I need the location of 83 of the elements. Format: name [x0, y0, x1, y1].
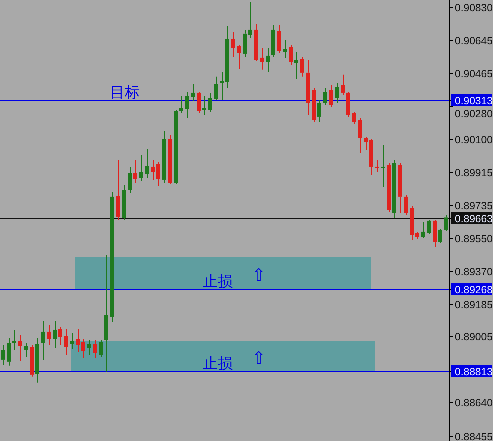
- ref-line-label: 目标: [110, 84, 140, 102]
- candlestick: [294, 51, 298, 80]
- candlestick: [24, 342, 28, 358]
- candlestick: [202, 96, 206, 116]
- candlestick: [232, 31, 236, 58]
- candlestick: [330, 84, 334, 108]
- y-tick-label: 0.88455: [455, 432, 493, 441]
- candlestick: [116, 160, 120, 221]
- candlestick: [312, 88, 316, 123]
- candlestick: [36, 338, 40, 384]
- candlestick: [48, 324, 52, 346]
- candlestick: [198, 92, 202, 114]
- candlestick: [2, 344, 6, 366]
- candlestick: [404, 194, 408, 216]
- candlestick: [54, 320, 58, 349]
- candlestick: [260, 48, 264, 70]
- candlestick: [208, 92, 212, 113]
- candlestick: [392, 160, 396, 219]
- candlestick: [8, 338, 12, 366]
- y-tick-label: 0.89915: [455, 168, 493, 180]
- candlestick: [388, 162, 392, 213]
- candlestick: [358, 118, 362, 154]
- candlestick: [180, 96, 184, 114]
- candlestick: [100, 340, 104, 358]
- candlestick: [254, 24, 258, 62]
- candlestick: [272, 24, 276, 58]
- candlestick: [444, 214, 448, 232]
- candlestick: [18, 334, 22, 362]
- candlestick: [352, 112, 356, 125]
- candlestick: [376, 160, 380, 173]
- candlestick: [214, 76, 218, 101]
- candlestick: [382, 144, 386, 188]
- candlestick: [12, 329, 16, 351]
- y-tick-label: 0.89185: [455, 300, 493, 312]
- y-tick-label: 0.89735: [455, 200, 493, 212]
- annotation: ⇧: [252, 349, 266, 370]
- candlestick: [336, 82, 340, 104]
- candlestick: [104, 254, 108, 372]
- candlestick: [306, 60, 310, 116]
- candlestick: [438, 228, 442, 244]
- candlestick: [192, 84, 196, 102]
- y-tick-label: 0.89005: [455, 332, 493, 344]
- candlestick: [174, 110, 178, 185]
- y-tick-label: 0.90830: [455, 2, 493, 14]
- candlestick: [278, 24, 282, 54]
- y-tick-label: 0.90645: [455, 36, 493, 48]
- candlestick: [94, 340, 98, 358]
- candlestick: [186, 92, 190, 119]
- y-tick-label: 0.88640: [455, 398, 493, 410]
- y-tick-label: 0.89370: [455, 266, 493, 278]
- candlestick: [434, 220, 438, 248]
- candlestick: [168, 134, 172, 185]
- candlestick: [300, 56, 304, 78]
- y-tick-label: 0.90280: [455, 108, 493, 120]
- candlestick: [346, 92, 350, 118]
- candlestick: [422, 222, 426, 239]
- candlestick: [284, 40, 288, 58]
- ref-line-label: 止损: [203, 272, 233, 290]
- candlestick: [64, 328, 68, 356]
- ref-line-label: 止损: [203, 354, 233, 372]
- candlestick: [146, 148, 150, 178]
- candlestick: [318, 100, 322, 123]
- candlestick: [324, 88, 328, 106]
- y-tick-label: 0.89550: [455, 234, 493, 246]
- annotation: ⇧: [252, 266, 266, 286]
- candlestick: [238, 44, 242, 70]
- candlestick: [58, 326, 62, 346]
- candlestick: [110, 192, 114, 323]
- candlestick: [128, 166, 132, 194]
- candlestick: [88, 340, 92, 356]
- y-tick-label: 0.90100: [455, 134, 493, 146]
- candlestick: [70, 332, 74, 350]
- candlestick: [30, 344, 34, 378]
- candlestick: [162, 130, 166, 184]
- candlestick: [122, 184, 126, 221]
- candlestick: [342, 74, 346, 96]
- candlestick: [42, 320, 46, 360]
- y-tick-label: 0.90465: [455, 68, 493, 80]
- candlestick: [398, 162, 402, 214]
- candlestick: [134, 160, 138, 184]
- candlestick: [140, 154, 144, 182]
- candlestick: [266, 48, 270, 73]
- candlestick: [428, 220, 432, 235]
